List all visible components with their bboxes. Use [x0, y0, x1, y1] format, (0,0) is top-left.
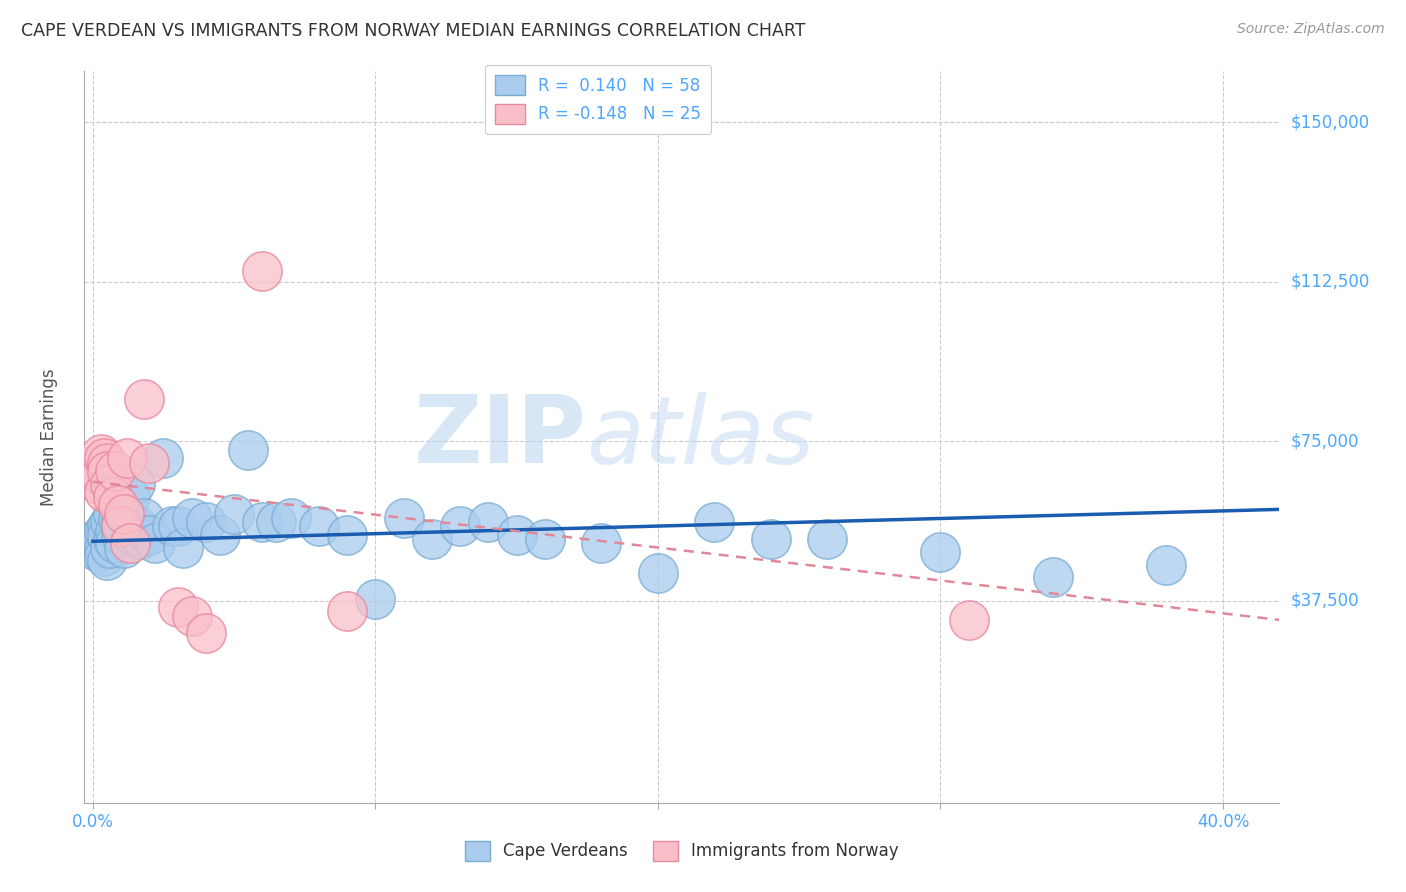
- Point: [336, 604, 359, 618]
- Point: [93, 541, 115, 555]
- Point: [152, 451, 174, 466]
- Point: [703, 515, 725, 529]
- Point: [112, 541, 135, 555]
- Point: [98, 541, 121, 555]
- Point: [129, 532, 152, 546]
- Point: [252, 515, 274, 529]
- Point: [110, 528, 132, 542]
- Point: [266, 515, 288, 529]
- Point: [194, 515, 217, 529]
- Text: $37,500: $37,500: [1291, 591, 1360, 610]
- Point: [420, 532, 443, 546]
- Point: [143, 536, 166, 550]
- Point: [110, 515, 132, 529]
- Point: [308, 519, 330, 533]
- Text: CAPE VERDEAN VS IMMIGRANTS FROM NORWAY MEDIAN EARNINGS CORRELATION CHART: CAPE VERDEAN VS IMMIGRANTS FROM NORWAY M…: [21, 22, 806, 40]
- Point: [93, 485, 115, 500]
- Point: [101, 532, 124, 546]
- Point: [93, 451, 115, 466]
- Text: Source: ZipAtlas.com: Source: ZipAtlas.com: [1237, 22, 1385, 37]
- Point: [121, 528, 143, 542]
- Point: [84, 532, 107, 546]
- Point: [172, 541, 194, 555]
- Point: [104, 536, 127, 550]
- Point: [1042, 570, 1064, 584]
- Point: [90, 528, 112, 542]
- Point: [107, 498, 129, 512]
- Text: $75,000: $75,000: [1291, 433, 1360, 450]
- Point: [759, 532, 782, 546]
- Point: [252, 264, 274, 278]
- Point: [364, 591, 387, 606]
- Point: [124, 476, 146, 491]
- Point: [957, 613, 980, 627]
- Point: [1156, 558, 1178, 572]
- Point: [90, 447, 112, 461]
- Point: [90, 536, 112, 550]
- Point: [93, 524, 115, 538]
- Point: [96, 456, 118, 470]
- Point: [104, 524, 127, 538]
- Point: [238, 442, 260, 457]
- Point: [138, 528, 160, 542]
- Text: $112,500: $112,500: [1291, 273, 1369, 291]
- Point: [194, 625, 217, 640]
- Point: [87, 456, 110, 470]
- Point: [98, 476, 121, 491]
- Point: [101, 490, 124, 504]
- Point: [90, 468, 112, 483]
- Point: [87, 545, 110, 559]
- Point: [166, 519, 188, 533]
- Point: [591, 536, 613, 550]
- Text: atlas: atlas: [586, 392, 814, 483]
- Point: [180, 511, 202, 525]
- Point: [160, 519, 183, 533]
- Point: [166, 600, 188, 615]
- Point: [104, 464, 127, 478]
- Point: [98, 515, 121, 529]
- Point: [96, 464, 118, 478]
- Point: [127, 519, 149, 533]
- Point: [534, 532, 557, 546]
- Point: [112, 507, 135, 521]
- Point: [477, 515, 499, 529]
- Point: [115, 451, 138, 466]
- Point: [93, 549, 115, 563]
- Point: [118, 490, 141, 504]
- Point: [647, 566, 669, 581]
- Point: [96, 528, 118, 542]
- Point: [138, 456, 160, 470]
- Point: [115, 507, 138, 521]
- Point: [118, 536, 141, 550]
- Point: [132, 511, 155, 525]
- Point: [107, 511, 129, 525]
- Point: [449, 519, 471, 533]
- Legend: Cape Verdeans, Immigrants from Norway: Cape Verdeans, Immigrants from Norway: [458, 834, 905, 868]
- Point: [110, 519, 132, 533]
- Point: [392, 511, 415, 525]
- Y-axis label: Median Earnings: Median Earnings: [39, 368, 58, 506]
- Point: [208, 528, 231, 542]
- Point: [224, 507, 246, 521]
- Point: [929, 545, 952, 559]
- Text: ZIP: ZIP: [413, 391, 586, 483]
- Point: [815, 532, 838, 546]
- Point: [96, 519, 118, 533]
- Point: [87, 476, 110, 491]
- Point: [280, 511, 302, 525]
- Point: [132, 392, 155, 406]
- Point: [336, 528, 359, 542]
- Point: [96, 553, 118, 567]
- Point: [84, 464, 107, 478]
- Point: [180, 608, 202, 623]
- Point: [101, 507, 124, 521]
- Point: [505, 528, 527, 542]
- Text: $150,000: $150,000: [1291, 113, 1369, 131]
